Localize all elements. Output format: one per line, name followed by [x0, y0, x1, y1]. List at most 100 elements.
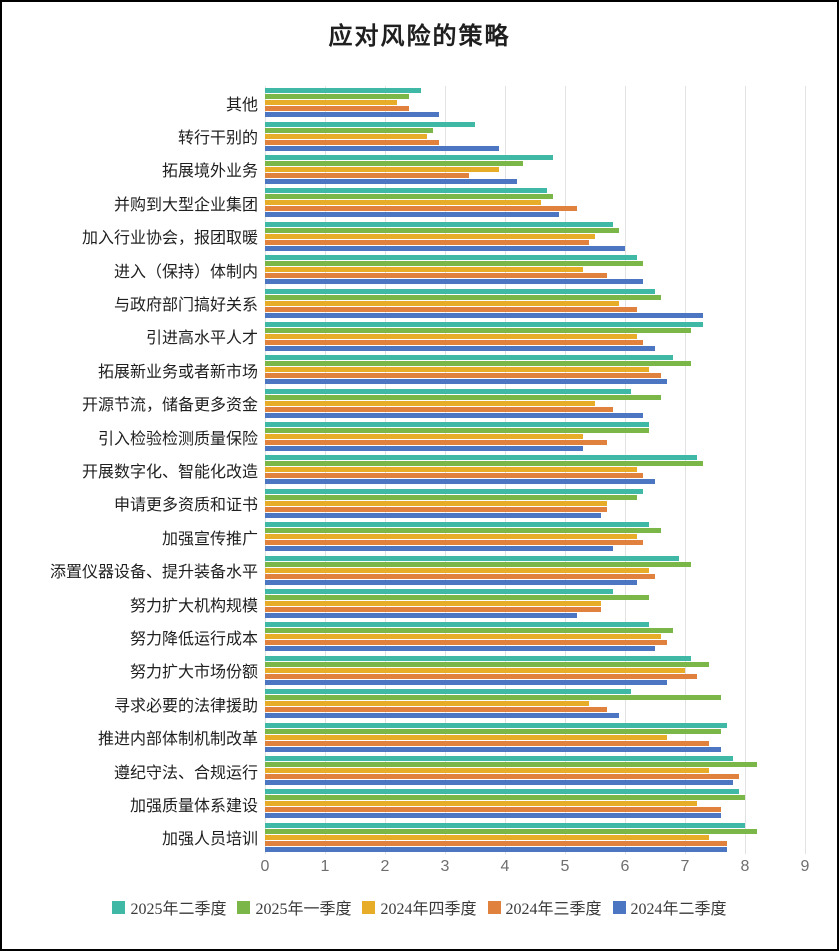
bar-s1-c10 [265, 428, 649, 434]
bar-s4-c8 [265, 379, 667, 385]
x-tick-label-2: 2 [380, 858, 390, 875]
category-label-4: 加入行业协会，报团取暖 [81, 230, 258, 248]
bar-s1-c16 [265, 628, 673, 634]
bar-s1-c22 [265, 828, 757, 834]
category-label-8: 拓展新业务或者新市场 [97, 363, 258, 381]
bar-s4-c17 [265, 679, 667, 685]
x-tick-label-5: 5 [560, 858, 570, 875]
bar-s0-c12 [265, 488, 643, 494]
bar-s3-c6 [265, 306, 637, 312]
category-label-18: 寻求必要的法律援助 [113, 697, 258, 715]
bar-s1-c0 [265, 94, 409, 100]
bar-s2-c18 [265, 701, 589, 707]
bar-group-14 [265, 553, 805, 586]
legend-item-3: 2024年三季度 [487, 895, 602, 919]
chart-title: 应对风险的策略 [328, 24, 511, 50]
bar-s2-c13 [265, 534, 637, 540]
bar-s2-c1 [265, 133, 427, 139]
x-tick-label-9: 9 [800, 858, 810, 875]
x-tick-label-3: 3 [440, 858, 450, 875]
legend-label-3: 2024年三季度 [505, 901, 602, 918]
bar-s3-c3 [265, 206, 577, 212]
bar-s1-c2 [265, 160, 523, 166]
bar-s3-c5 [265, 273, 607, 279]
bar-s2-c12 [265, 500, 607, 506]
bar-s3-c0 [265, 106, 409, 112]
category-label-11: 开展数字化、智能化改造 [81, 463, 258, 481]
x-tick-label-0: 0 [260, 858, 270, 875]
category-label-7: 引进高水平人才 [145, 330, 258, 348]
category-label-2: 拓展境外业务 [161, 163, 258, 181]
bar-group-20 [265, 754, 805, 787]
bar-s3-c1 [265, 139, 439, 145]
bar-s4-c15 [265, 613, 577, 619]
category-axis: 其他 转行干别的 拓展境外业务 并购到大型企业集团 加入行业协会，报团取暖 进入（保持）体… [6, 86, 258, 854]
bar-s3-c13 [265, 540, 643, 546]
gridline-x7 [685, 86, 686, 854]
bar-group-17 [265, 654, 805, 687]
x-tick-label-6: 6 [620, 858, 630, 875]
category-label-3: 并购到大型企业集团 [113, 196, 258, 214]
bar-s4-c1 [265, 145, 499, 151]
bar-s1-c11 [265, 461, 703, 467]
bar-s3-c18 [265, 707, 607, 713]
bar-s0-c18 [265, 689, 631, 695]
bar-s4-c21 [265, 813, 721, 819]
bar-group-21 [265, 787, 805, 820]
bar-s3-c15 [265, 607, 601, 613]
bar-s2-c14 [265, 567, 649, 573]
category-label-6: 与政府部门搞好关系 [113, 297, 258, 315]
x-axis: 0 1 2 3 4 5 6 7 8 9 [261, 858, 810, 880]
bar-s4-c2 [265, 178, 517, 184]
bar-s1-c8 [265, 361, 691, 367]
bar-s4-c6 [265, 312, 703, 318]
legend-swatch-2 [362, 900, 376, 914]
gridline-x9 [805, 86, 806, 854]
category-label-22: 加强人员培训 [161, 831, 258, 849]
bar-s0-c0 [265, 88, 421, 94]
category-label-17: 努力扩大市场份额 [129, 664, 258, 682]
x-tick-label-1: 1 [320, 858, 330, 875]
category-label-19: 推进内部体制机制改革 [97, 731, 258, 749]
bar-group-12 [265, 487, 805, 520]
bar-s4-c7 [265, 345, 655, 351]
bar-s1-c9 [265, 394, 661, 400]
legend-swatch-4 [612, 900, 626, 914]
bar-s1-c7 [265, 327, 691, 333]
category-label-20: 遵纪守法、合规运行 [113, 764, 258, 782]
bar-s2-c6 [265, 300, 619, 306]
bar-s0-c4 [265, 221, 613, 227]
bar-s3-c19 [265, 740, 709, 746]
bar-group-13 [265, 520, 805, 553]
bar-s0-c15 [265, 589, 613, 595]
bar-s2-c3 [265, 200, 541, 206]
bar-s4-c5 [265, 279, 643, 285]
bar-group-19 [265, 720, 805, 753]
bar-s0-c6 [265, 288, 655, 294]
bar-s4-c9 [265, 412, 643, 418]
bar-s1-c12 [265, 494, 637, 500]
bar-s2-c9 [265, 400, 595, 406]
bar-s0-c9 [265, 388, 631, 394]
bar-s2-c10 [265, 434, 583, 440]
bar-s2-c17 [265, 667, 685, 673]
bar-s1-c17 [265, 661, 709, 667]
bar-s2-c15 [265, 601, 601, 607]
bar-group-1 [265, 119, 805, 152]
bar-s2-c2 [265, 166, 499, 172]
bar-s0-c13 [265, 522, 649, 528]
bar-group-9 [265, 387, 805, 420]
bar-s4-c12 [265, 512, 601, 518]
bar-s1-c4 [265, 227, 619, 233]
legend-label-2: 2024年四季度 [380, 901, 477, 918]
bar-s4-c22 [265, 846, 727, 852]
bar-s3-c8 [265, 373, 661, 379]
bar-s0-c21 [265, 789, 739, 795]
bar-s4-c0 [265, 112, 439, 118]
legend-item-1: 2025年一季度 [237, 895, 351, 919]
x-tick-label-4: 4 [500, 858, 510, 875]
bar-s2-c20 [265, 768, 709, 773]
legend-label-4: 2024年二季度 [630, 901, 727, 918]
bar-s4-c16 [265, 646, 655, 652]
